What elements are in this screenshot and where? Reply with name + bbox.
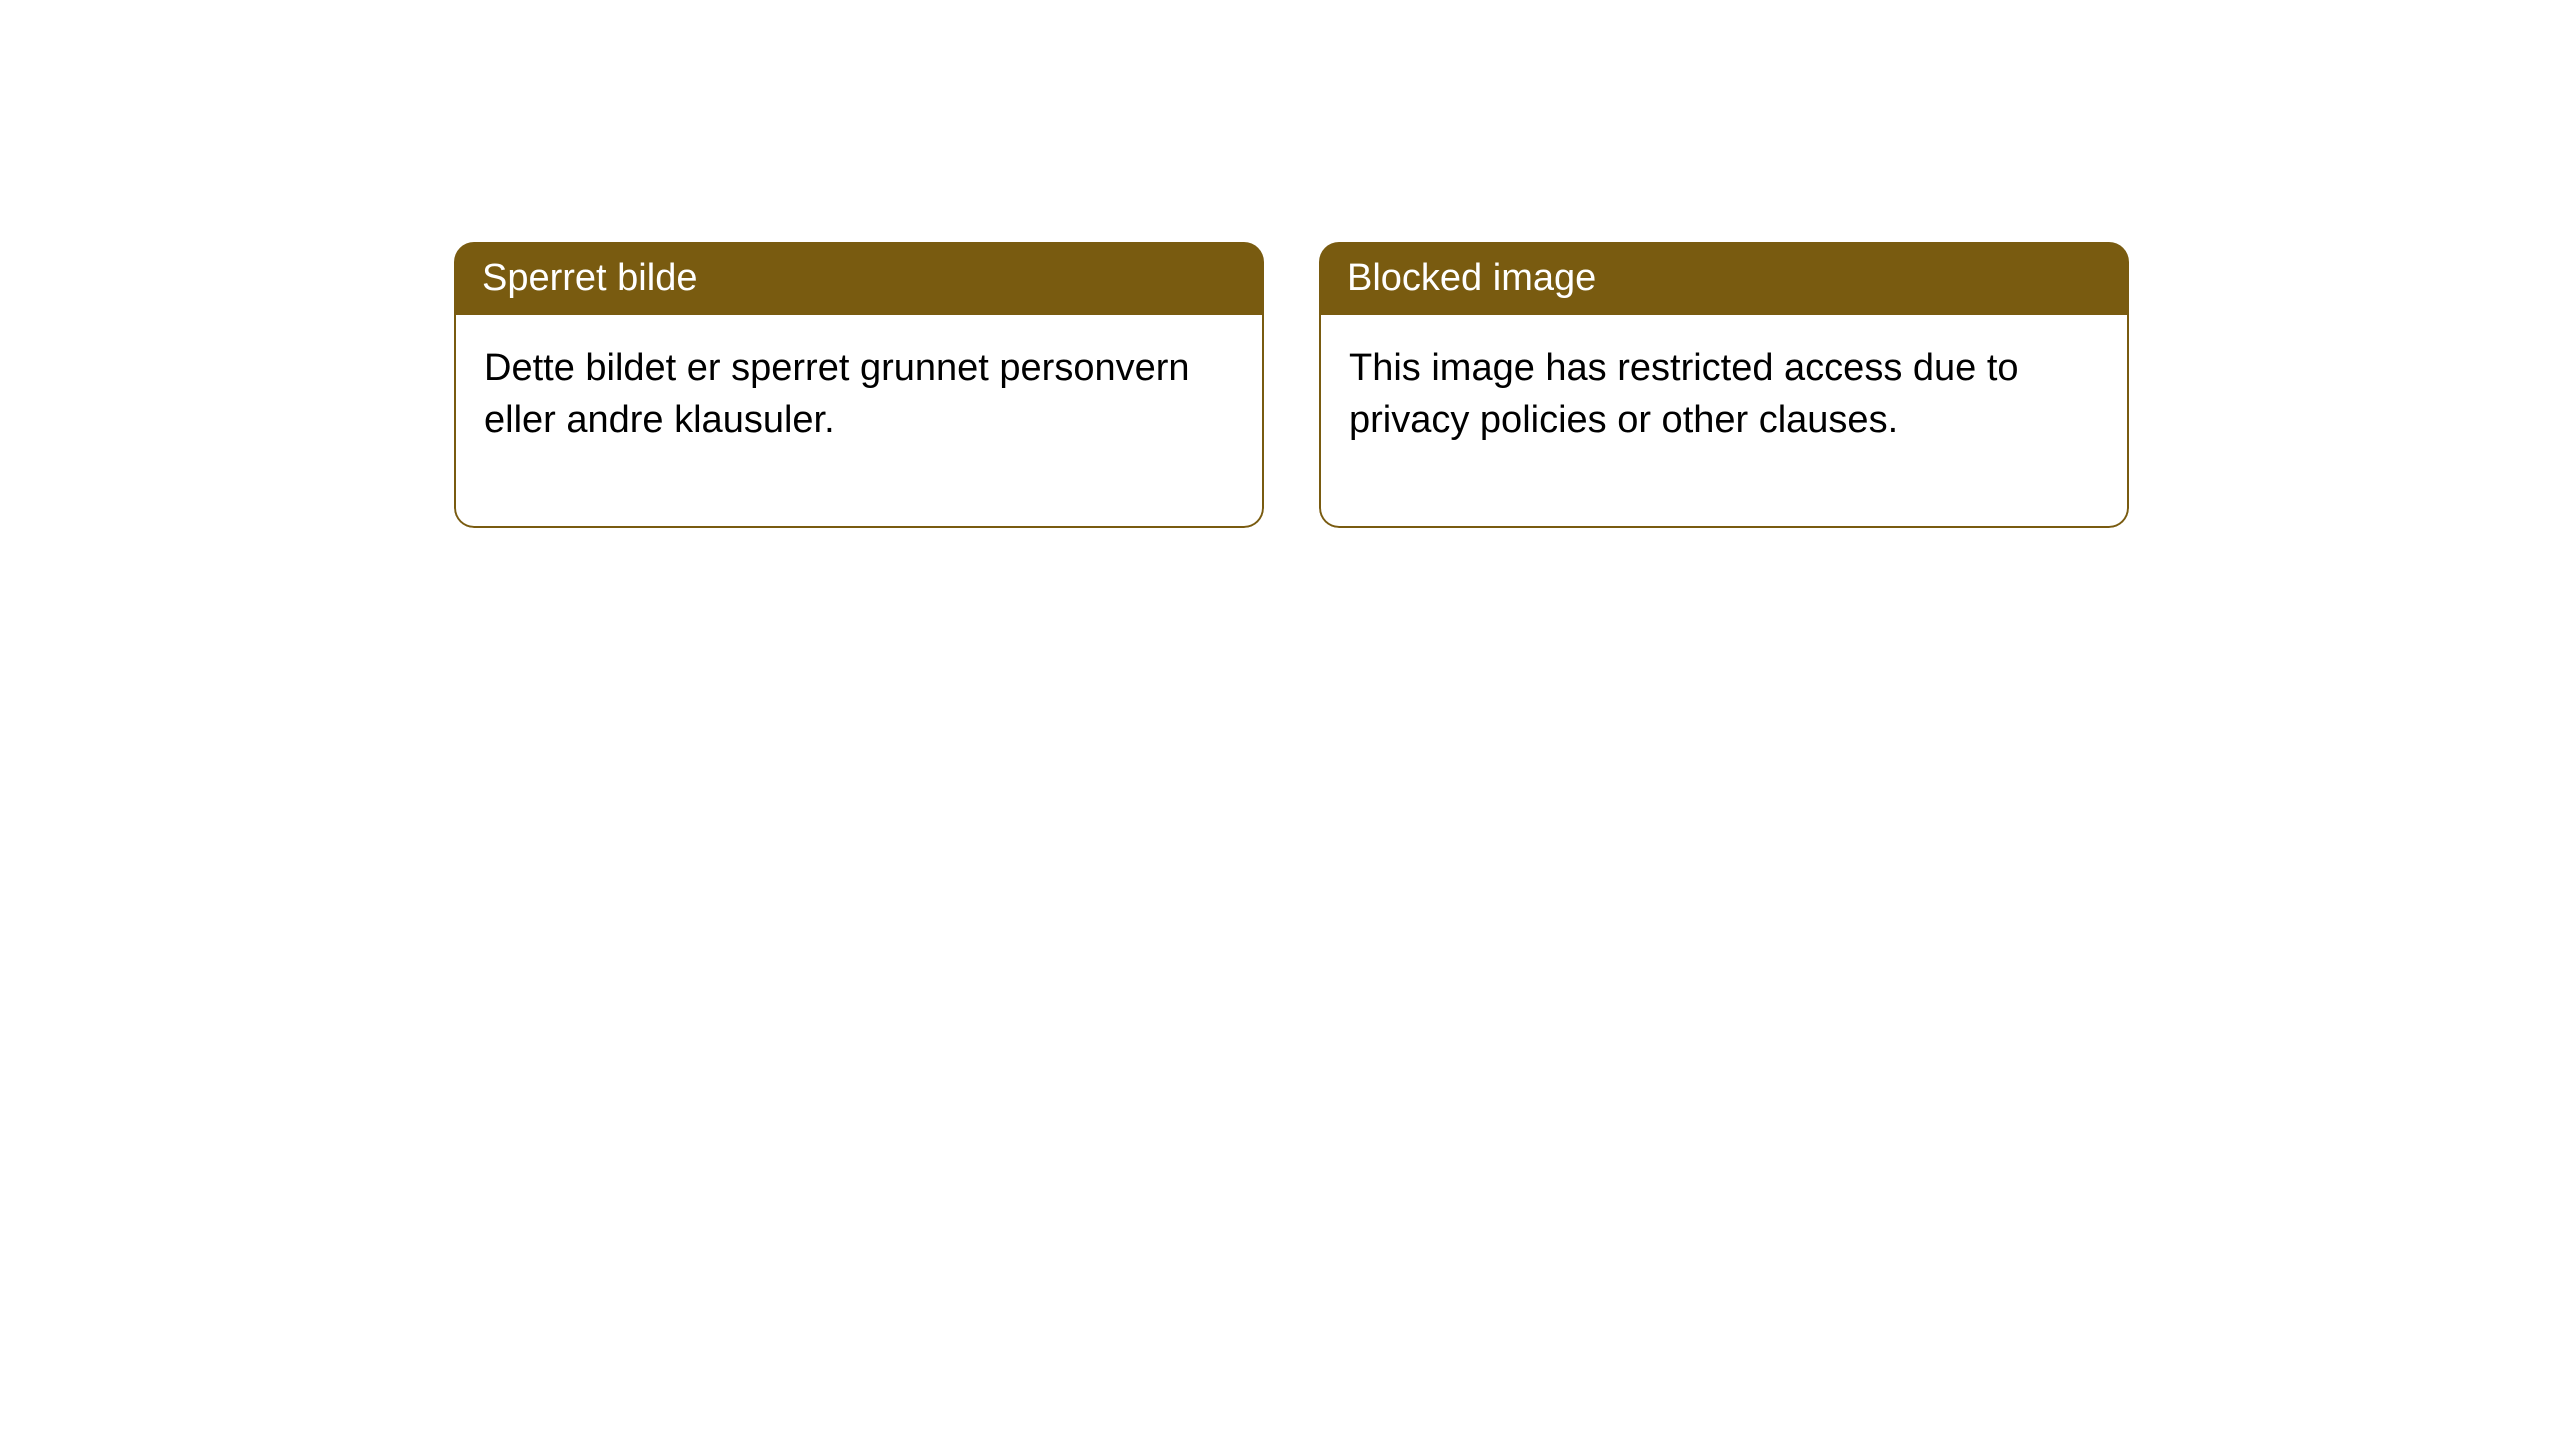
notice-header: Sperret bilde xyxy=(454,242,1264,315)
notice-card-english: Blocked image This image has restricted … xyxy=(1319,242,2129,528)
notice-card-norwegian: Sperret bilde Dette bildet er sperret gr… xyxy=(454,242,1264,528)
notice-body: This image has restricted access due to … xyxy=(1319,315,2129,528)
notice-header: Blocked image xyxy=(1319,242,2129,315)
notice-container: Sperret bilde Dette bildet er sperret gr… xyxy=(454,242,2129,528)
notice-body: Dette bildet er sperret grunnet personve… xyxy=(454,315,1264,528)
